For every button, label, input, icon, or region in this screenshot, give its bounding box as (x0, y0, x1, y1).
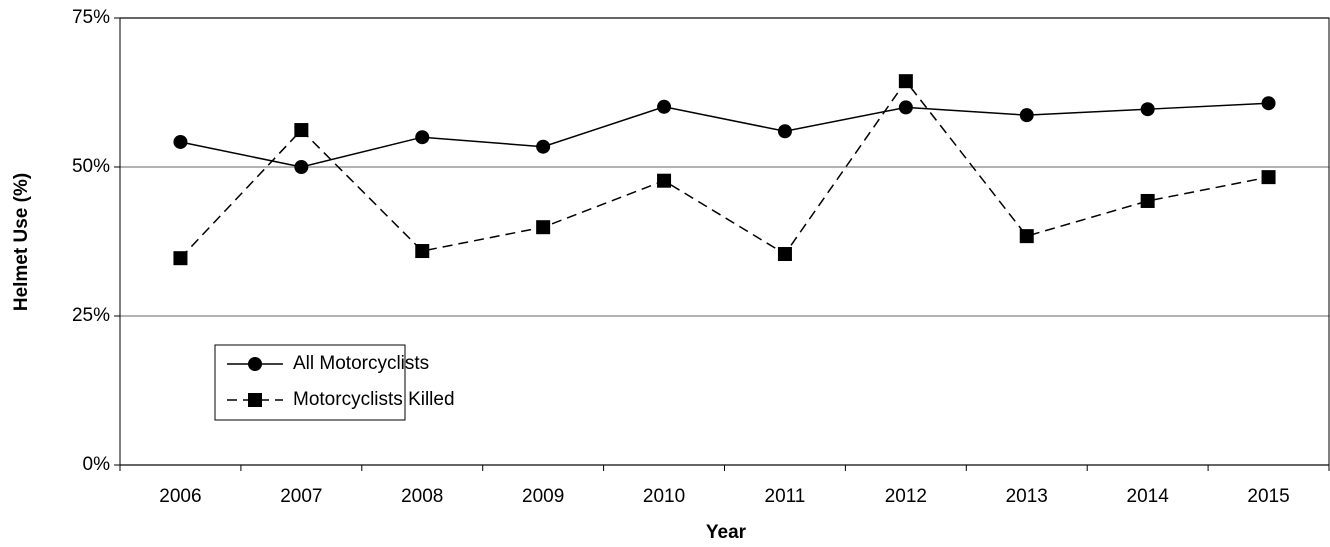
x-tick-label: 2015 (1247, 486, 1289, 507)
x-tick-label: 2010 (643, 486, 685, 507)
legend-marker (248, 393, 262, 407)
data-point (1261, 170, 1276, 185)
data-point (1261, 96, 1276, 111)
legend-marker (248, 357, 262, 371)
y-tick-label: 0% (83, 454, 111, 475)
x-tick-label: 2006 (159, 486, 201, 507)
data-point (777, 247, 792, 262)
legend-label: All Motorcyclists (293, 353, 429, 374)
legend-box (214, 344, 406, 421)
data-point (415, 130, 430, 145)
series-line (179, 79, 1269, 259)
x-tick-label: 2014 (1127, 486, 1170, 507)
x-axis-title: Year (706, 522, 747, 543)
y-tick-label: 50% (72, 156, 110, 177)
legend-label: Motorcyclists Killed (293, 389, 455, 410)
x-tick-label: 2009 (522, 486, 564, 507)
data-point (777, 124, 792, 139)
x-tick-label: 2011 (765, 486, 806, 507)
data-point (536, 220, 551, 235)
x-tick-label: 2008 (401, 486, 443, 507)
data-point (173, 251, 188, 266)
data-point (657, 173, 672, 188)
data-point (536, 139, 551, 154)
data-point (898, 74, 913, 89)
data-point (173, 134, 188, 149)
series-line (180, 102, 1269, 168)
y-tick-label: 25% (72, 305, 110, 326)
data-point (898, 100, 913, 115)
data-point (1019, 108, 1034, 123)
x-tick-label: 2012 (885, 486, 927, 507)
data-point (657, 99, 672, 114)
x-tick-label: 2007 (280, 486, 322, 507)
data-point (1019, 229, 1034, 244)
data-point (415, 244, 430, 259)
data-point (294, 160, 309, 174)
y-axis-title: Helmet Use (%) (11, 173, 32, 311)
data-point (1140, 102, 1155, 117)
data-point (1140, 193, 1155, 208)
y-tick-label: 75% (72, 7, 110, 28)
data-point (294, 123, 309, 138)
x-tick-label: 2013 (1006, 486, 1048, 507)
